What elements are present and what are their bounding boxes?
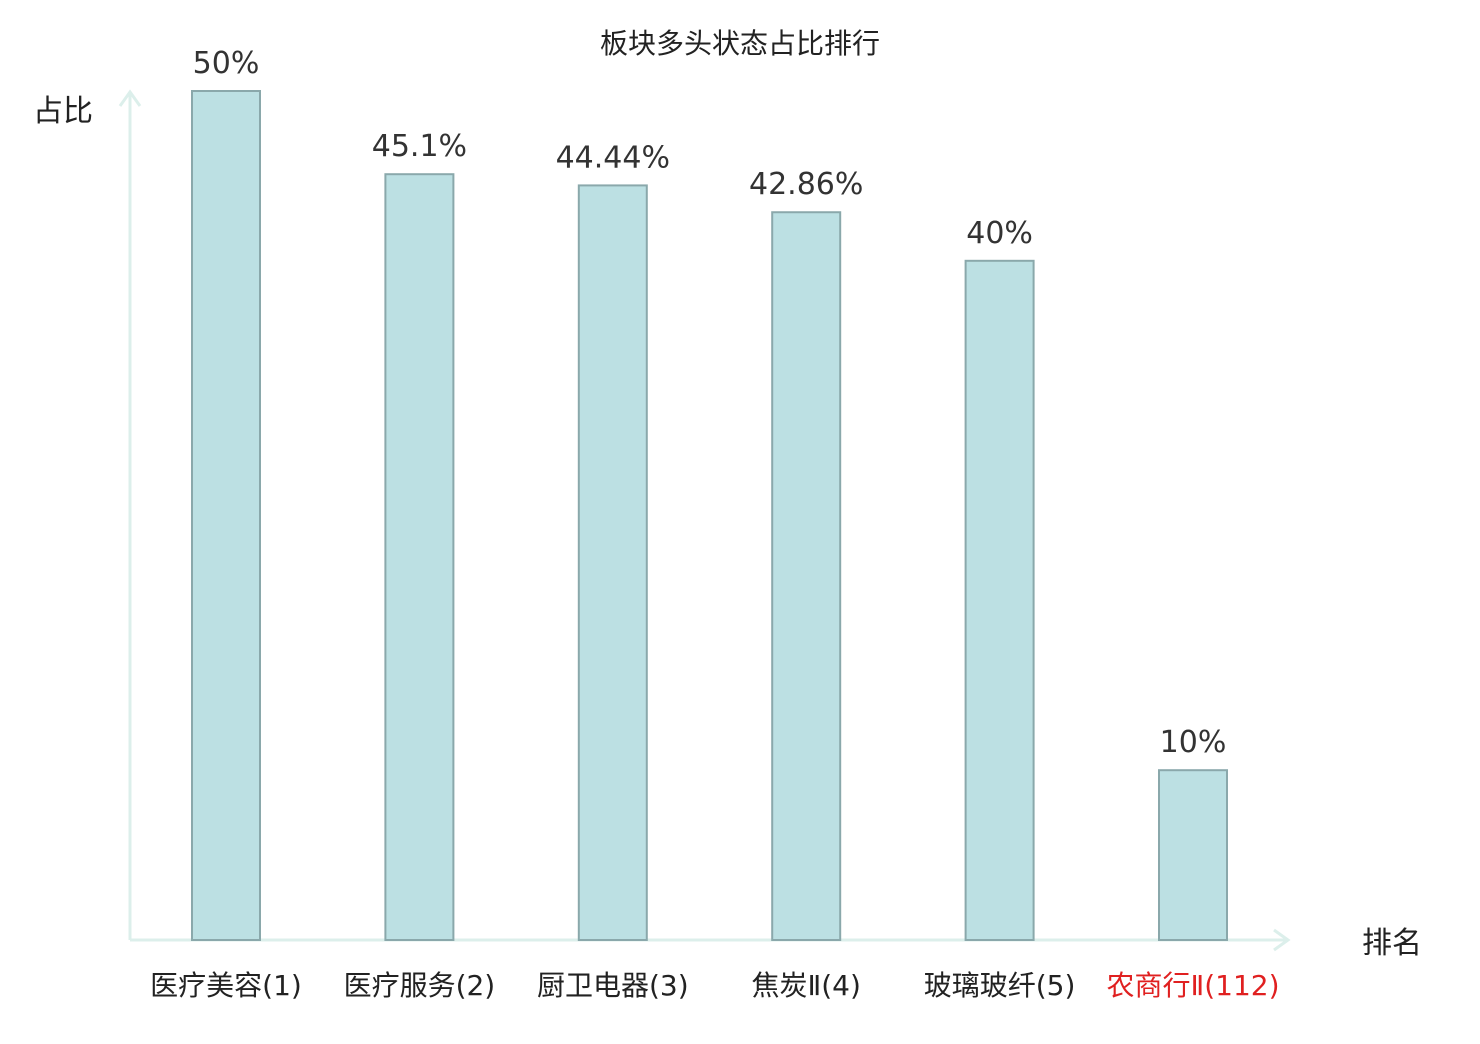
bar-value-label: 42.86% <box>749 167 863 202</box>
bar-value-label: 50% <box>193 46 260 81</box>
category-tick-label: 医疗美容(1) <box>150 969 302 1002</box>
chart-title: 板块多头状态占比排行 <box>600 27 880 60</box>
bar-value-label: 45.1% <box>372 129 467 164</box>
bar <box>191 90 261 941</box>
value-labels: 50% 45.1% 44.44% 42.86% 40% 10% <box>193 46 1227 760</box>
x-axis-arrow <box>1273 928 1291 952</box>
bar <box>384 173 455 941</box>
bar <box>771 211 842 942</box>
category-labels: 医疗美容(1) 医疗服务(2) 厨卫电器(3) 焦炭Ⅱ(4) 玻璃玻纤(5) 农商行Ⅱ(1… <box>150 969 1279 1002</box>
bar-value-label: 10% <box>1160 725 1227 760</box>
category-tick-label: 玻璃玻纤(5) <box>924 969 1076 1002</box>
axes <box>118 89 1291 952</box>
bars <box>191 90 1228 942</box>
x-axis-label: 排名 <box>1362 926 1422 961</box>
bar <box>577 184 648 941</box>
bar <box>1158 769 1228 942</box>
category-tick-label: 厨卫电器(3) <box>537 969 689 1002</box>
category-tick-label: 医疗服务(2) <box>344 969 496 1002</box>
y-axis-label: 占比 <box>33 94 93 129</box>
category-tick-label: 农商行Ⅱ(112) <box>1106 969 1279 1002</box>
bar-value-label: 40% <box>966 216 1033 251</box>
bar-value-label: 44.44% <box>556 140 670 175</box>
category-tick-label: 焦炭Ⅱ(4) <box>751 969 860 1002</box>
bar <box>964 259 1035 941</box>
y-axis-arrow <box>118 89 142 107</box>
